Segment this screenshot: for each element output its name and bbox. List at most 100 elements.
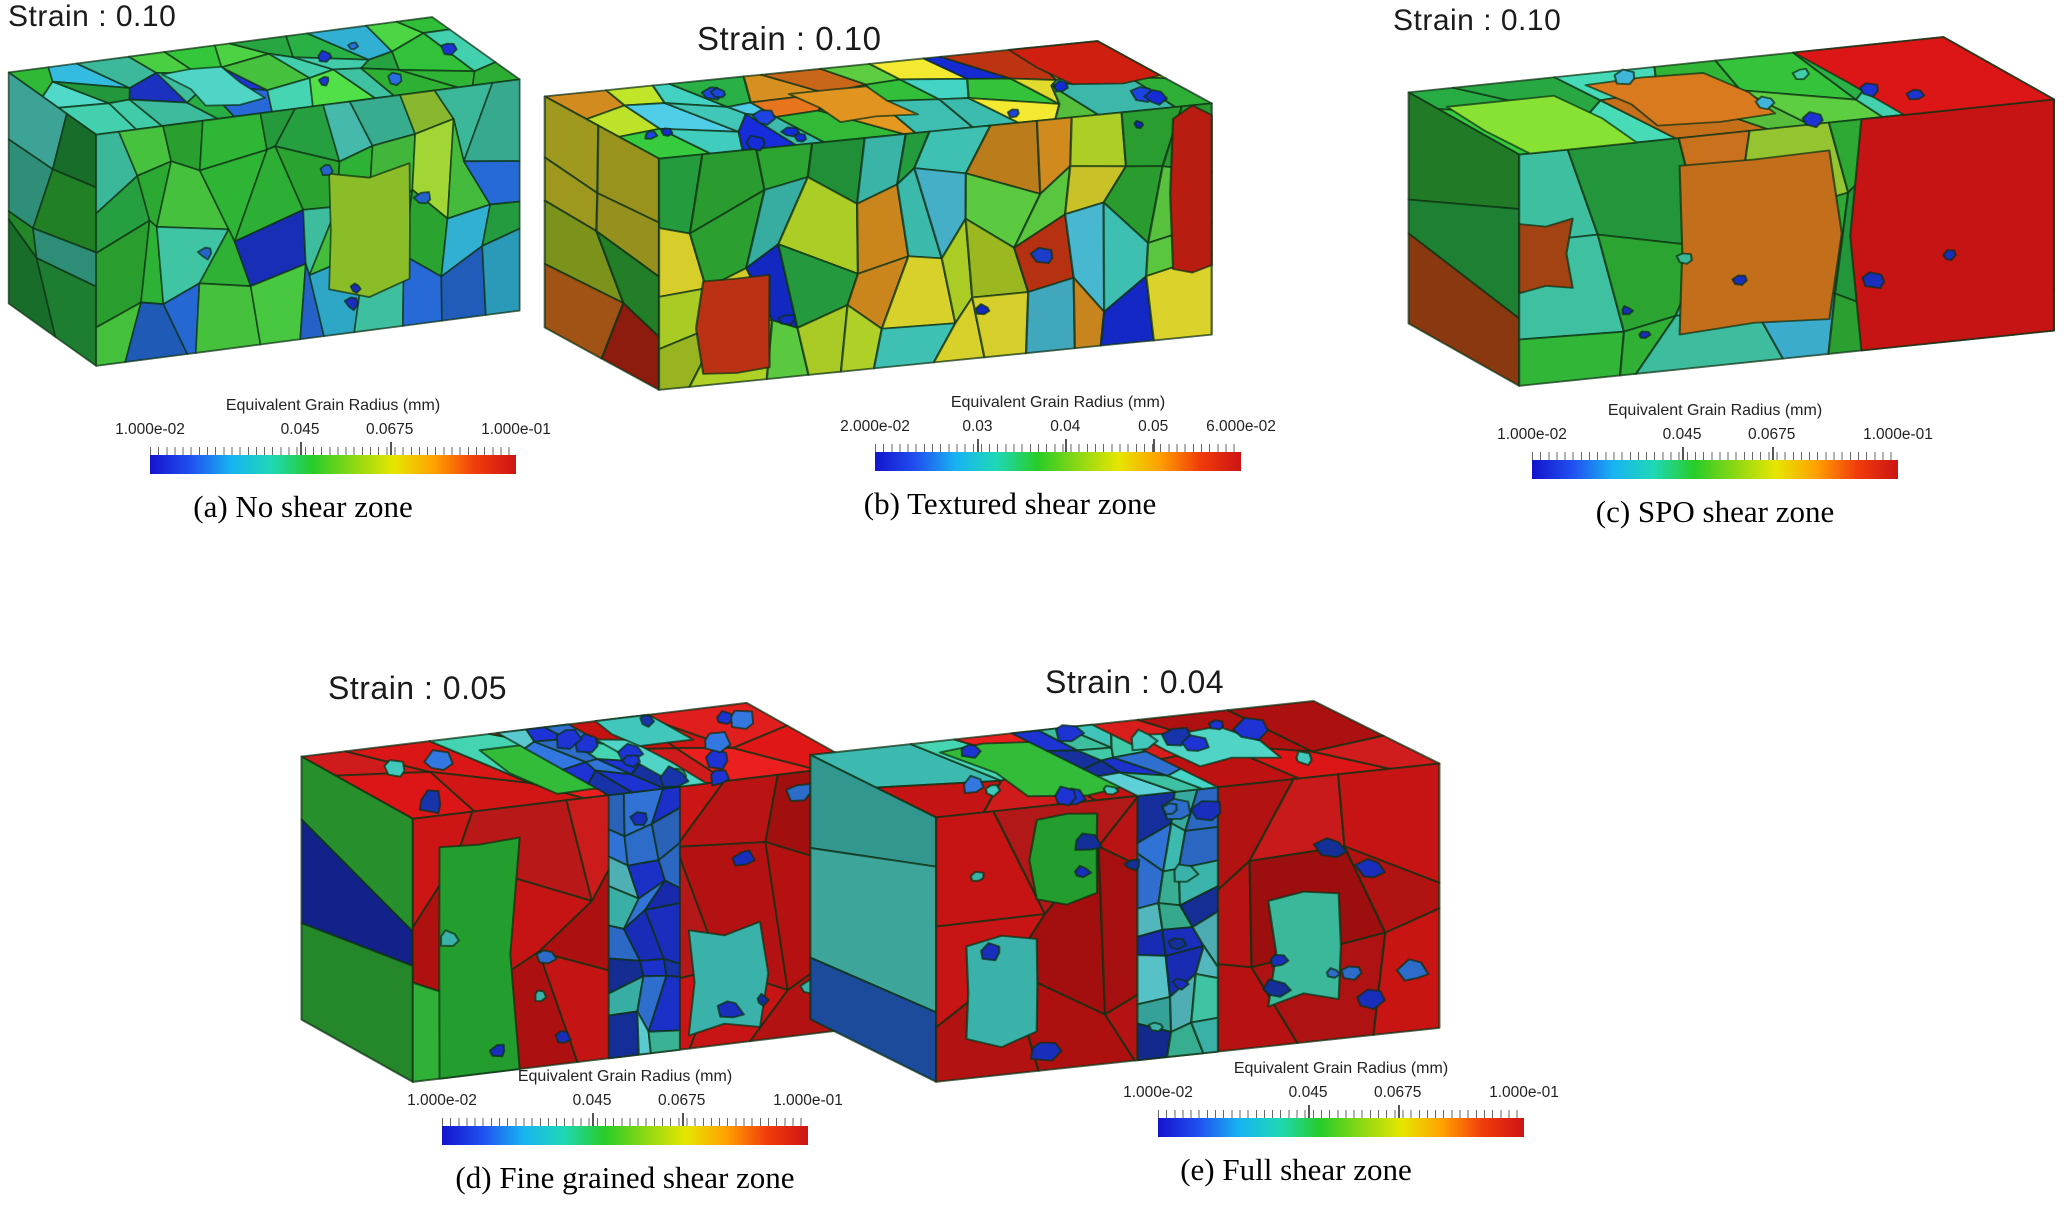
grain [1675, 252, 1693, 265]
grain-render-textured-shear [543, 40, 1213, 391]
grain [440, 929, 460, 947]
grain [1102, 784, 1120, 796]
grain [694, 273, 771, 375]
colorbar-major-tick [1397, 1105, 1400, 1118]
grain [962, 774, 985, 795]
grain [1189, 800, 1222, 822]
grain [644, 130, 659, 140]
grain [1054, 724, 1086, 743]
grain [960, 744, 982, 759]
grain [1207, 719, 1225, 731]
colorbar-min-label: 1.000e-02 [407, 1092, 477, 1109]
grain [1054, 785, 1077, 807]
grain [161, 65, 266, 107]
grain [1171, 977, 1190, 991]
strain-label: Strain : 0.04 [1045, 664, 1225, 700]
grain [1147, 1021, 1164, 1033]
grain [1130, 728, 1159, 752]
grain-render-no-shear [7, 16, 521, 367]
colorbar-tick-label: 0.045 [572, 1092, 612, 1109]
grain [534, 989, 548, 1003]
colorbar-tick-label: 0.045 [1288, 1084, 1328, 1101]
grain [607, 1010, 640, 1060]
grain [1354, 858, 1386, 879]
grain [1069, 111, 1128, 168]
grain [710, 769, 731, 787]
grain [980, 942, 1001, 962]
grain [1395, 958, 1430, 982]
grain [1167, 937, 1188, 951]
grain [1267, 890, 1343, 1008]
grain [779, 126, 801, 138]
grain [1312, 837, 1348, 859]
panel-spo-shear-zone: Strain : 0.10 [1280, 0, 2067, 620]
colorbar-tick-label: 0.0675 [658, 1092, 706, 1109]
colorbar-minor-ticks [1158, 1110, 1524, 1118]
grain [687, 920, 770, 1037]
grain [554, 1029, 572, 1044]
colorbar-no-shear: Equivalent Grain Radius (mm) 1.000e-02 1… [115, 397, 551, 525]
grain [730, 709, 755, 730]
grain [423, 749, 454, 771]
grain [1169, 104, 1213, 274]
grain [535, 949, 558, 965]
grain [1905, 88, 1926, 101]
colorbar-tick-label: 0.0675 [1748, 426, 1796, 443]
colorbar-min-label: 1.000e-02 [1497, 426, 1567, 443]
grain [319, 163, 334, 176]
colorbar-gradient [442, 1126, 808, 1145]
colorbar-ticks [875, 439, 1241, 452]
grain [660, 127, 674, 137]
grain [751, 109, 777, 126]
colorbar-minor-ticks [150, 447, 516, 455]
grain [1356, 988, 1386, 1011]
colorbar-title: Equivalent Grain Radius (mm) [517, 1068, 733, 1085]
colorbar-major-tick [681, 1113, 684, 1126]
colorbar-tick-label: 0.03 [962, 418, 993, 435]
grain [1074, 832, 1103, 851]
grain [1007, 40, 1162, 86]
grain [328, 162, 411, 299]
grain [349, 282, 362, 294]
grain [1166, 767, 1220, 790]
grain [639, 714, 656, 728]
grain [1180, 734, 1210, 752]
colorbar-labels: 1.000e-02 1.000e-01 0.045 0.0675 [115, 421, 551, 442]
grain [974, 303, 991, 316]
colorbar-max-label: 1.000e-01 [1863, 426, 1933, 443]
grain [317, 75, 330, 87]
grain [196, 246, 213, 261]
grain [555, 728, 583, 750]
grain [1161, 802, 1178, 815]
grain [745, 135, 767, 152]
colorbar-labels: 1.000e-02 1.000e-01 0.045 0.0675 [407, 1092, 843, 1113]
grain [984, 784, 1002, 798]
grain [1028, 812, 1099, 906]
grain [716, 1000, 745, 1019]
grain [1073, 864, 1093, 879]
grain [347, 41, 360, 51]
colorbar-gradient [1158, 1118, 1524, 1137]
panel-no-shear-zone: Strain : 0.10 [0, 0, 540, 620]
grain [1518, 330, 1626, 387]
colorbar-major-tick [1682, 447, 1685, 460]
grain [787, 85, 919, 123]
panel-caption: (a) No shear zone [193, 489, 413, 524]
grain [387, 71, 403, 87]
colorbar-min-label: 1.000e-02 [1123, 1084, 1193, 1101]
grain [1613, 68, 1636, 86]
grain [1006, 108, 1020, 119]
grain [1849, 98, 2055, 352]
colorbar-ticks [442, 1113, 808, 1126]
grain [1754, 95, 1776, 111]
grain [438, 836, 521, 1080]
colorbar-ticks [1158, 1105, 1524, 1118]
grain [704, 747, 729, 770]
grain [1858, 82, 1879, 98]
grain [488, 1043, 506, 1058]
grain [594, 713, 695, 748]
colorbar-title: Equivalent Grain Radius (mm) [950, 394, 1166, 411]
grain [1143, 89, 1168, 106]
colorbar-tick-label: 0.045 [280, 421, 320, 438]
grain [1232, 716, 1269, 741]
